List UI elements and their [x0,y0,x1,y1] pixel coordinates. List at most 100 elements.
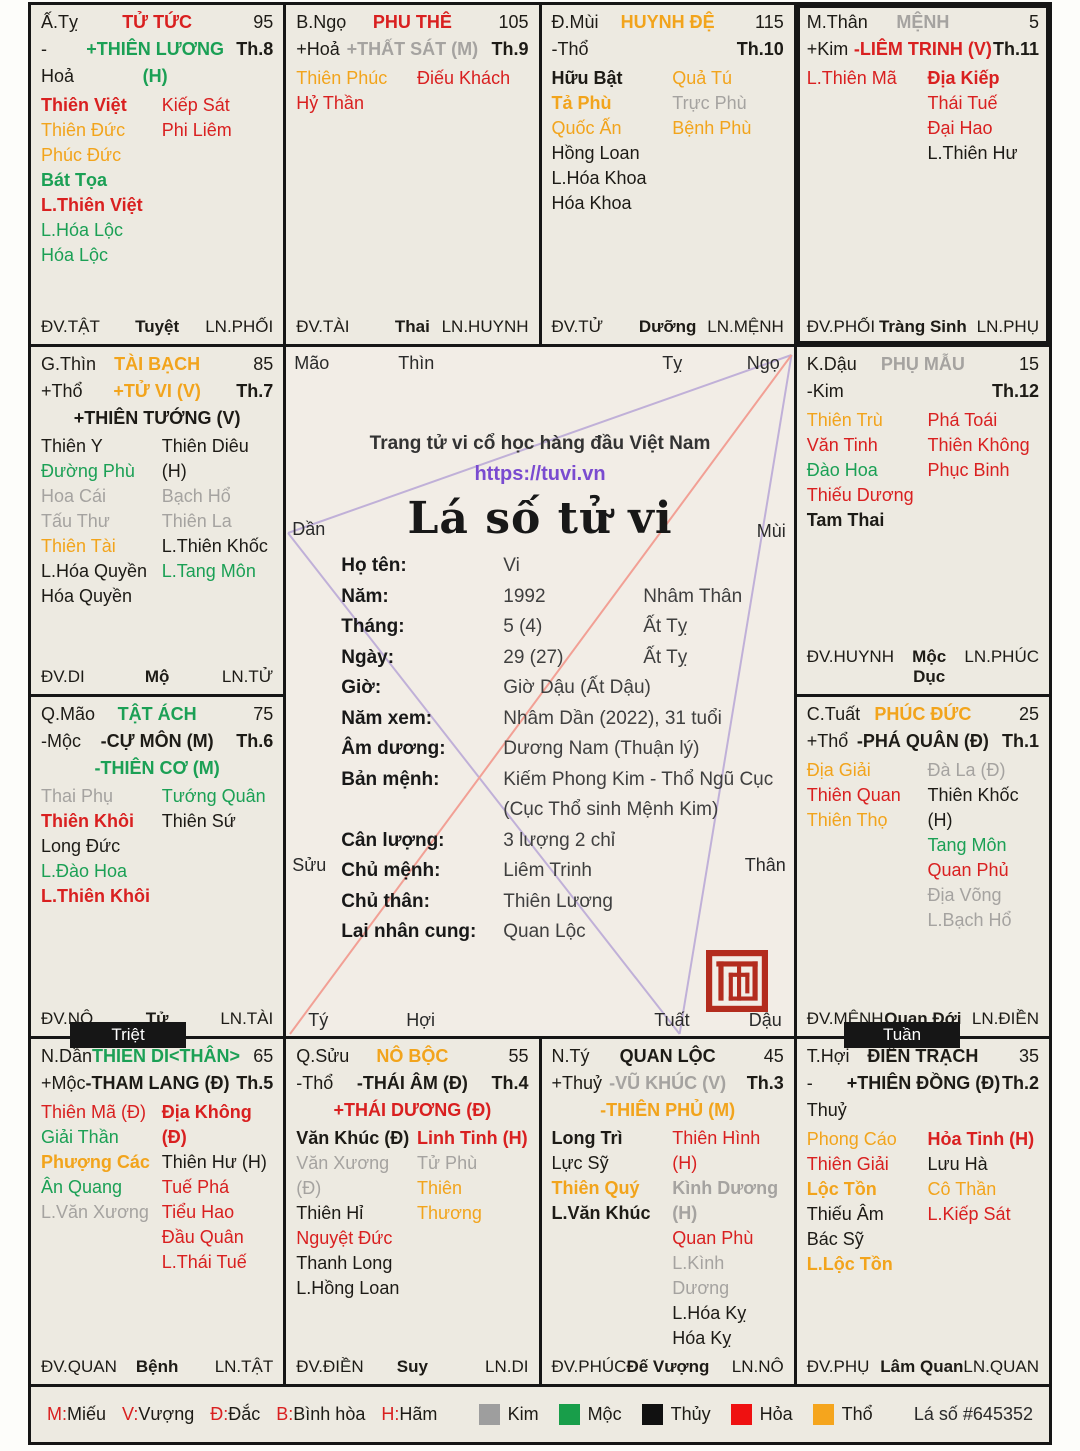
palace-number: 105 [498,12,529,32]
star-list-left: Thiên Trù Văn Tinh Đào Hoa Thiếu Dương Tam T… [807,408,928,533]
th-label: Th.7 [236,381,274,401]
info-row: Lai nhân cung: Quan Lộc [341,917,786,948]
branch-label: B.Ngọ [296,12,347,32]
branch-label: Ấ.Tỵ [41,12,79,32]
star-list-left: Văn Khúc (Đ) Văn Xương (Đ) Thiên Hỉ Nguyệt … [296,1126,417,1301]
star-item: Thiên Thương [417,1178,482,1223]
branch-marker-ngo: Ngọ [746,353,780,373]
th-label: Th.5 [236,1073,274,1093]
stage-label: Tuyệt [135,317,180,336]
palace-mui: Đ.Mùi HUYNH ĐỆ 115 -Thổ Th.10 Hữu Bật Tả … [541,5,794,344]
star-item: Địa Võng [927,885,1002,905]
star-item: Bác Sỹ [806,1229,864,1249]
star-item: Tấu Thư [41,511,110,531]
badge-triet: Triệt [70,1022,186,1048]
info-row: Chủ mệnh: Liêm Trinh [341,856,786,887]
star-item: L.Thiên Mã [806,68,897,88]
element-legend-item: Hỏa [730,1404,793,1425]
star-list-left: Thiên Phúc Hỷ Thần [296,66,417,116]
star-item: Thiên Phúc [296,68,388,88]
star-lists: Thiên Y Đường Phù Hoa Cái Tấu Thư Thiên Tài L… [41,434,273,609]
info-value [643,917,786,948]
star-item: Điếu Khách [417,68,511,88]
palace-than: M.Thân MỆNH 5 +Kim -LIÊM TRINH (V) Th.11… [796,5,1049,344]
branch-label: Đ.Mùi [551,12,599,32]
stage-label: Thai [394,317,430,336]
star-item: L.Đào Hoa [41,861,128,881]
info-value: Giờ Dậu (Ất Dậu) [503,677,651,698]
star-item: Thiên Y [41,436,103,456]
aspect-lines [287,354,793,1035]
star-lists: Thiên Phúc Hỷ Thần Điếu Khách [296,66,528,116]
palace-number: 85 [253,354,274,374]
palace-number: 75 [253,704,274,724]
stage-label: Dưỡng [638,317,697,336]
ln-label: LN.MỆNH [707,317,784,336]
dv-label: ĐV.HUYNH [806,647,894,666]
info-row: Âm dương: Dương Nam (Thuận lý) [341,734,786,765]
palace-header-row2: -Thuỷ +THIÊN ĐỒNG (Đ) Th.2 [807,1070,1039,1124]
element-label: +Thổ [806,731,849,751]
info-value [643,673,786,704]
star-item: Quan Phủ [927,860,1009,880]
star-item: Hồng Loan [551,143,640,163]
palace-footer: ĐV.PHÚC Đế Vượng LN.NÔ [552,1357,784,1377]
star-item: Thiên Khôi [41,811,134,831]
palace-name: HUYNH ĐỆ [620,12,715,32]
info-label: Âm dương: [341,738,446,759]
palace-footer: ĐV.ĐIỀN Suy LN.DI [296,1357,528,1377]
palace-name: PHÚC ĐỨC [874,704,972,724]
stage-label: Lâm Quan [880,1357,964,1376]
star-item: Phượng Các [41,1152,150,1172]
major-star: -PHÁ QUÂN (Đ) [856,731,989,751]
th-label: Th.10 [736,39,784,59]
element-legend-item: Thổ [812,1404,873,1425]
element-legend-item: Thủy [641,1404,711,1425]
star-item: Trực Phù [672,93,747,113]
info-row: Giờ: Giờ Dậu (Ất Dậu) [341,673,786,704]
site-link[interactable]: https://tuvi.vn [474,463,606,485]
star-list-right: Hỏa Tinh (H) Lưu Hà Cô Thần L.Kiếp Sát [928,1127,1039,1277]
star-item: Lực Sỹ [551,1153,609,1173]
info-row: Tháng: 5 (4) Ất Tỵ [341,612,786,643]
info-value: Nhâm Thân [643,585,743,607]
palace-header-row2: -Kim Th.12 [807,378,1039,405]
major-star: +THIÊN ĐỒNG (Đ) [846,1073,1001,1093]
palace-header-row2: +Mộc -THAM LANG (Đ) Th.5 [41,1070,273,1097]
info-label: Tháng: [341,616,405,637]
star-item: Giải Thần [41,1127,119,1147]
rating-item: V:Vượng [122,1404,195,1424]
star-item: Phi Liêm [161,120,232,140]
stage-label: Mộc Dục [912,647,947,686]
palace-name: PHỤ MẪU [880,354,965,374]
th-label: Th.11 [992,39,1039,59]
star-item: Lộc Tồn [806,1179,877,1199]
element-name: Hỏa [759,1404,793,1424]
star-item: Nguyệt Đức [296,1228,393,1248]
star-item: L.Lộc Tồn [806,1254,893,1274]
info-value [643,856,786,887]
info-value: 3 lượng 2 chỉ [503,829,616,851]
info-label: Chủ thân: [341,890,430,912]
star-item: L.Thiên Việt [41,195,143,215]
branch-label: G.Thìn [41,354,97,374]
palace-footer: ĐV.HUYNH Mộc Dục LN.PHÚC [807,647,1039,687]
palace-header-row1: N.Dần THIÊN DI<THÂN> 65 [41,1043,273,1070]
palace-header-row2: +Kim -LIÊM TRINH (V) Th.11 [807,36,1039,63]
star-item: Hóa Kỵ [672,1328,732,1348]
star-lists: Hữu Bật Tả Phù Quốc Ấn Hồng Loan L.Hóa Khoa H… [552,66,784,216]
info-row: Năm xem: Nhâm Dần (2022), 31 tuổi [341,704,786,735]
stage-label: Mộ [144,667,170,686]
star-list-right: Kiếp Sát Phi Liêm [162,93,273,268]
info-row: Năm: 1992 Nhâm Thân [341,582,786,613]
star-lists: Phong Cáo Thiên Giải Lộc Tồn Thiếu Âm Bác Sỹ… [807,1127,1039,1277]
star-item: Thiên Không [927,435,1030,455]
element-swatch [558,1404,580,1425]
branch-marker-dan: Dần [292,519,326,539]
palace-name: THIÊN DI<THÂN> [92,1046,241,1066]
star-list-right: Địa Kiếp Thái Tuế Đại Hao L.Thiên Hư [928,66,1039,166]
star-item: L.Thiên Khôi [41,886,150,906]
element-label: +Hoả [296,39,340,59]
star-item: Thiên Quan [806,785,901,805]
element-label: +Kim [806,39,849,59]
